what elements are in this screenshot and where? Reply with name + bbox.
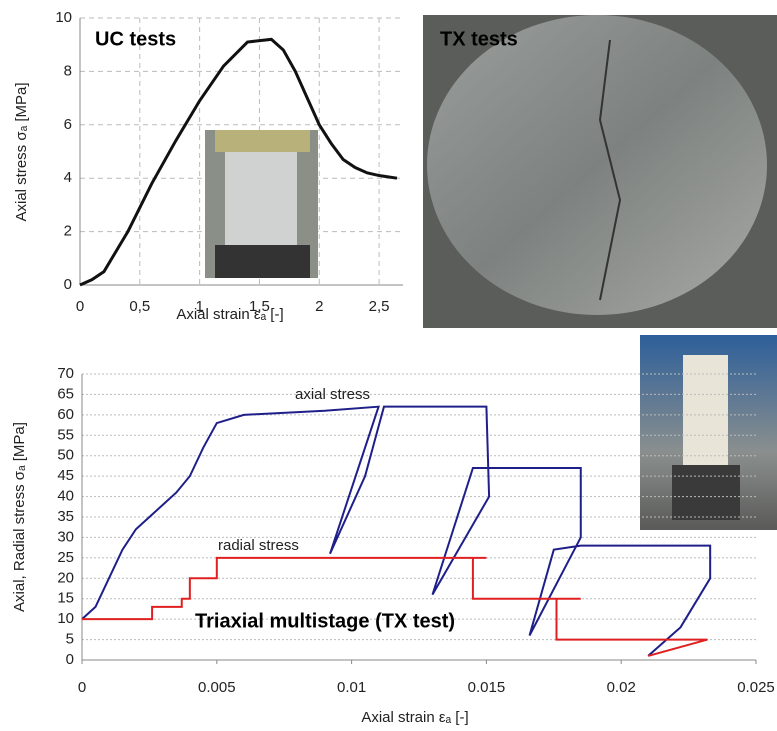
y-tick-label: 10: [55, 9, 72, 26]
y-tick-label: 35: [57, 508, 74, 525]
x-tick-label: 2,5: [369, 298, 390, 315]
y-tick-label: 8: [64, 62, 72, 79]
y-tick-label: 60: [57, 406, 74, 423]
chart-title: UC tests: [95, 28, 176, 50]
y-tick-label: 45: [57, 467, 74, 484]
data-line: [82, 558, 707, 656]
x-tick-label: 2: [315, 298, 323, 315]
y-tick-label: 50: [57, 447, 74, 464]
y-tick-label: 40: [57, 488, 74, 505]
y-tick-label: 15: [57, 590, 74, 607]
annotation: Triaxial multistage (TX test): [195, 610, 455, 632]
x-tick-label: 0,5: [129, 298, 150, 315]
x-tick-label: 0.005: [198, 679, 236, 696]
x-tick-label: 0: [78, 679, 86, 696]
x-tick-label: 0.01: [337, 679, 366, 696]
tx-photo: TX tests: [423, 15, 777, 328]
y-tick-label: 2: [64, 223, 72, 240]
series-label: radial stress: [218, 537, 299, 554]
y-tick-label: 5: [66, 631, 74, 648]
y-tick-label: 4: [64, 169, 72, 186]
y-tick-label: 55: [57, 426, 74, 443]
y-tick-label: 0: [66, 651, 74, 668]
y-tick-label: 20: [57, 569, 74, 586]
y-tick-label: 6: [64, 116, 72, 133]
y-axis-label: Axial, Radial stress σₐ [MPa]: [11, 422, 28, 612]
x-axis-label: Axial strain εₐ [-]: [361, 709, 468, 726]
y-axis-label: Axial stress σₐ [MPa]: [13, 82, 30, 221]
figure: TX tests 024681000,511,522,5UC testsAxia…: [0, 0, 777, 731]
series-label: axial stress: [295, 386, 370, 403]
x-tick-label: 0.02: [607, 679, 636, 696]
y-tick-label: 65: [57, 385, 74, 402]
x-axis-label: Axial strain εₐ [-]: [176, 306, 283, 323]
y-tick-label: 30: [57, 528, 74, 545]
x-tick-label: 0.025: [737, 679, 775, 696]
lab-photo: [640, 335, 777, 530]
x-tick-label: 0.015: [468, 679, 506, 696]
y-tick-label: 70: [57, 365, 74, 382]
photo-label: TX tests: [440, 28, 518, 50]
uc-inset-photo: [205, 130, 318, 278]
x-tick-label: 0: [76, 298, 84, 315]
y-tick-label: 25: [57, 549, 74, 566]
y-tick-label: 10: [57, 610, 74, 627]
y-tick-label: 0: [64, 276, 72, 293]
